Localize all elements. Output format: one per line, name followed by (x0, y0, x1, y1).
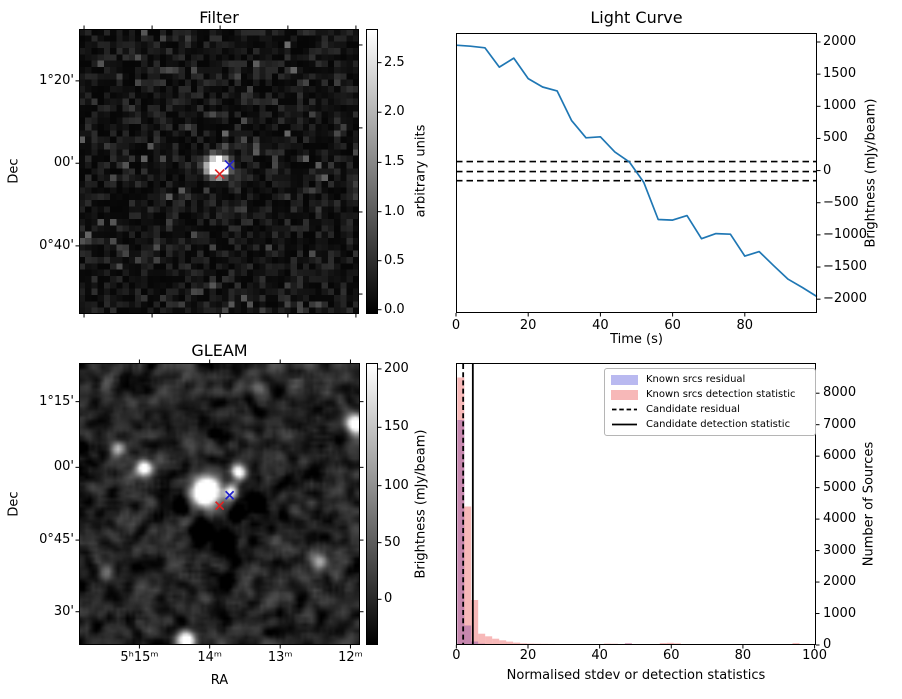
legend: Known srcs residual Known srcs detection… (604, 368, 816, 436)
legend-solid-line-sample (612, 423, 637, 426)
lightcurve-ytick-label: 0 (823, 162, 832, 178)
histogram-xtick-label: 100 (802, 648, 827, 664)
histogram-ytick-label: 0 (823, 637, 832, 653)
legend-label-candidate-detection: Candidate detection statistic (646, 419, 791, 430)
legend-item-candidate-detection: Candidate detection statistic (611, 417, 809, 432)
legend-label-known-srcs-residual: Known srcs residual (646, 374, 746, 385)
gleam-colorbar-tick-label: 50 (384, 534, 401, 550)
lightcurve-ytick-label: −500 (823, 194, 859, 210)
histogram-xlabel: Normalised stdev or detection statistics (506, 668, 766, 683)
lightcurve-xtick-label: 40 (592, 318, 609, 334)
legend-label-known-srcs-detection: Known srcs detection statistic (646, 389, 796, 400)
legend-item-known-srcs-detection: Known srcs detection statistic (611, 387, 809, 402)
lightcurve-ylabel: Brightness (mJy/beam) (863, 98, 879, 248)
histogram-ytick-label: 7000 (823, 416, 857, 432)
legend-swatch-known-srcs-residual (611, 374, 638, 385)
lightcurve-xtick-label: 60 (664, 318, 681, 334)
gleam-colorbar-tick-label: 200 (384, 361, 409, 377)
legend-swatch-known-srcs-detection (611, 389, 638, 400)
histogram-ytick-label: 6000 (823, 448, 857, 464)
lightcurve-ytick-label: −1500 (823, 259, 867, 275)
histogram-ytick-label: 1000 (823, 605, 857, 621)
lightcurve-ytick-label: 2000 (823, 34, 857, 50)
filter-colorbar-tick-label: 2.5 (384, 54, 405, 70)
gleam-ytick-label: 0°45' (39, 532, 74, 548)
filter-title: Filter (199, 8, 239, 27)
histogram-ytick-label: 4000 (823, 511, 857, 527)
lightcurve-xtick-label: 0 (451, 318, 461, 334)
filter-colorbar-tick-label: 1.5 (384, 154, 405, 170)
lightcurve-ytick-label: 1000 (823, 98, 857, 114)
histogram-ytick-label: 8000 (823, 385, 857, 401)
gleam-colorbar-tick-label: 150 (384, 419, 409, 435)
histogram-xtick-label: 80 (734, 648, 752, 664)
lightcurve-title: Light Curve (590, 8, 683, 27)
gleam-sky-image (79, 363, 360, 645)
histogram-xtick-label: 0 (452, 648, 461, 664)
filter-ytick-label: 1°20' (39, 73, 74, 89)
lightcurve-ytick-label: 500 (823, 130, 848, 146)
filter-ytick-label: 0°40' (39, 238, 74, 254)
gleam-ytick-label: 30' (53, 603, 74, 619)
filter-colorbar-tick-label: 2.0 (384, 104, 405, 120)
gleam-xtick-label: 12ᵐ (338, 650, 363, 666)
legend-item-known-srcs-residual: Known srcs residual (611, 372, 809, 387)
candidate-vlines (462, 364, 474, 644)
legend-item-candidate-residual: Candidate residual (611, 402, 809, 417)
histogram-ylabel: Number of Sources (861, 441, 877, 567)
histogram-ytick-label: 3000 (823, 542, 857, 558)
gleam-colorbar-tick-label: 0 (384, 591, 393, 607)
gleam-colorbar-label: Brightness (mJy/beam) (413, 429, 429, 579)
lightcurve-xtick-label: 20 (519, 318, 537, 334)
histogram-xtick-label: 40 (591, 648, 608, 664)
gleam-colorbar-tick-label: 100 (384, 477, 409, 493)
filter-sky-image (79, 29, 359, 314)
lightcurve-ytick-label: −2000 (823, 291, 867, 307)
lightcurve-ytick-label: 1500 (823, 66, 857, 82)
gleam-xtick-label: 5ʰ15ᵐ (120, 650, 159, 666)
gleam-title: GLEAM (191, 341, 248, 360)
lightcurve-series (455, 44, 818, 298)
filter-colorbar (366, 29, 378, 314)
gleam-xtick-label: 13ᵐ (267, 650, 293, 666)
gleam-colorbar (366, 363, 378, 645)
filter-ytick-label: 00' (53, 155, 74, 171)
lightcurve-xtick-label: 80 (736, 318, 754, 334)
lightcurve-xlabel: Time (s) (610, 332, 663, 347)
filter-colorbar-tick-label: 0.0 (384, 301, 405, 317)
gleam-ytick-label: 00' (53, 459, 74, 475)
histogram-xtick-label: 60 (663, 648, 680, 664)
gleam-ylabel: Dec (6, 491, 22, 517)
histogram-ytick-label: 2000 (823, 574, 857, 590)
histogram-ytick-label: 5000 (823, 479, 857, 495)
gleam-ytick-label: 1°15' (39, 393, 74, 409)
legend-dashed-line-sample (612, 408, 637, 411)
filter-colorbar-label: arbitrary units (413, 124, 429, 218)
gleam-xlabel: RA (210, 673, 229, 688)
filter-colorbar-tick-label: 0.5 (384, 252, 405, 268)
legend-label-candidate-residual: Candidate residual (646, 404, 740, 415)
gleam-xtick-label: 14ᵐ (197, 650, 222, 666)
filter-ylabel: Dec (6, 158, 22, 184)
lightcurve-ytick-label: −1000 (823, 227, 867, 243)
histogram-xtick-label: 20 (519, 648, 537, 664)
filter-colorbar-tick-label: 1.0 (384, 203, 405, 219)
lightcurve-threshold-lines (456, 160, 817, 182)
